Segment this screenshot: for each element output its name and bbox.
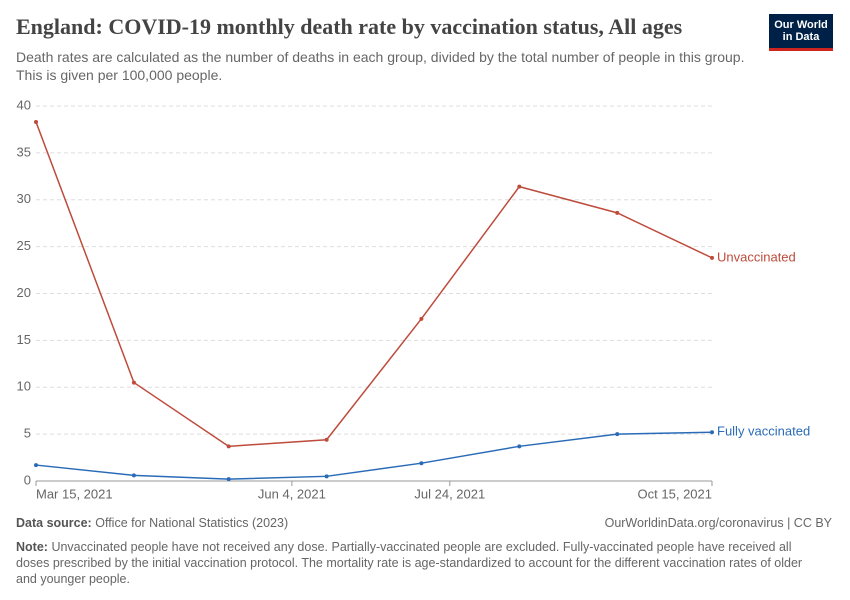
data-point [34, 463, 38, 468]
x-tick-label: Mar 15, 2021 [36, 486, 113, 501]
series-line [35, 121, 713, 448]
data-point [615, 210, 620, 215]
source: Data source: Office for National Statist… [16, 516, 288, 530]
source-url[interactable]: OurWorldinData.org/coronavirus | CC BY [604, 516, 832, 530]
y-tick-label: 35 [17, 144, 31, 159]
data-point [419, 461, 424, 466]
data-point [517, 184, 522, 189]
data-point [324, 437, 329, 442]
chart-subtitle: Death rates are calculated as the number… [16, 49, 745, 83]
y-tick-label: 30 [17, 191, 31, 206]
y-tick-label: 40 [17, 97, 31, 112]
x-tick-label: Jul 24, 2021 [414, 486, 485, 501]
data-point [517, 444, 522, 449]
data-point [324, 474, 329, 479]
note-text: Unvaccinated people have not received an… [16, 540, 803, 586]
series-line [35, 431, 713, 480]
y-tick-label: 0 [24, 472, 31, 487]
x-tick-label: Jun 4, 2021 [258, 486, 326, 501]
y-tick-label: 25 [17, 238, 31, 253]
data-point [226, 444, 231, 449]
note-label: Note: [16, 540, 48, 554]
data-point [615, 432, 620, 437]
data-point [34, 119, 38, 124]
source-label: Data source: [16, 516, 92, 530]
y-tick-label: 20 [17, 285, 31, 300]
logo[interactable]: Our World in Data [769, 14, 833, 51]
source-text: Office for National Statistics (2023) [95, 516, 289, 530]
chart-title: England: COVID-19 monthly death rate by … [16, 14, 683, 39]
note: Note: Unvaccinated people have not recei… [16, 539, 816, 587]
data-point [131, 473, 136, 478]
y-tick-label: 10 [17, 379, 31, 394]
data-point [710, 255, 714, 260]
y-tick-label: 5 [24, 426, 31, 441]
y-tick-label: 15 [17, 332, 31, 347]
series-label: Fully vaccinated [717, 424, 810, 439]
x-tick-label: Oct 15, 2021 [638, 486, 712, 501]
data-point [419, 316, 424, 321]
logo-text: Our World [774, 19, 828, 31]
logo-text: in Data [782, 31, 820, 43]
data-point [131, 380, 136, 385]
series-label: Unvaccinated [717, 249, 796, 264]
data-point [226, 477, 231, 482]
data-point [710, 430, 714, 435]
